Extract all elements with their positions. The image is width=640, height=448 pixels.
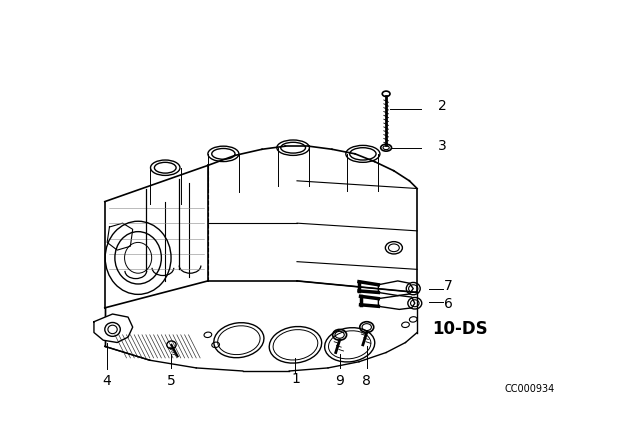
Polygon shape xyxy=(94,314,132,343)
Text: 8: 8 xyxy=(362,374,371,388)
Text: 1: 1 xyxy=(291,372,300,386)
Text: 3: 3 xyxy=(438,139,447,153)
Text: 6: 6 xyxy=(444,297,452,311)
Text: 7: 7 xyxy=(444,279,452,293)
Text: 5: 5 xyxy=(167,374,176,388)
Text: 4: 4 xyxy=(103,374,111,388)
Text: 2: 2 xyxy=(438,99,447,113)
Text: CC000934: CC000934 xyxy=(504,384,555,395)
Text: 10-DS: 10-DS xyxy=(432,320,488,338)
Text: 9: 9 xyxy=(335,374,344,388)
